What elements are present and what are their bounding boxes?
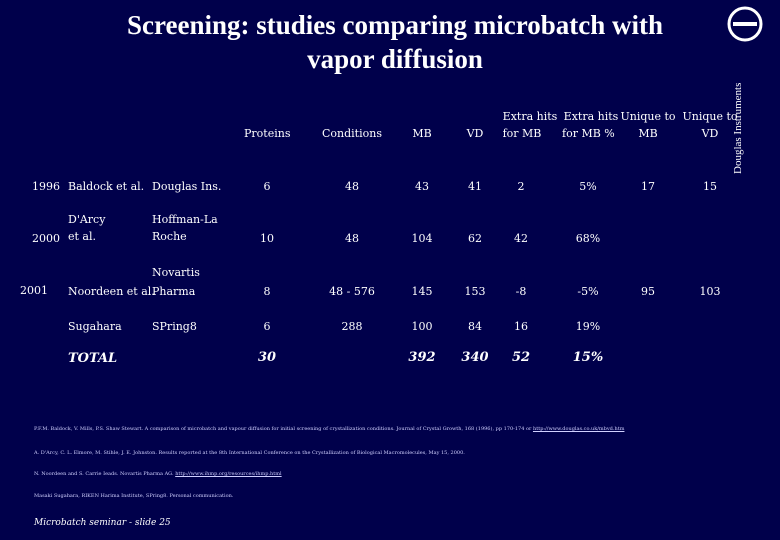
header-extra-mb-1: Extra hits	[502, 110, 558, 123]
row2-pct: 68%	[575, 232, 601, 245]
row2-conditions: 48	[345, 232, 359, 245]
header-unique-mb-2: MB	[638, 127, 658, 140]
reference-1-text: P.F.M. Baldock, V. Mills, P.S. Shaw Stew…	[34, 426, 532, 432]
row3-year: 2001	[20, 284, 48, 297]
header-unique-vd-1: Unique to	[682, 110, 738, 123]
slide-title: Screening: studies comparing microbatch …	[60, 8, 730, 76]
row4-source: SPring8	[152, 320, 197, 333]
row2-proteins: 10	[260, 232, 274, 245]
row3-proteins: 8	[263, 285, 271, 298]
row2-author-1: D'Arcy	[68, 213, 106, 226]
header-conditions: Conditions	[322, 127, 382, 140]
row1-conditions: 48	[345, 180, 359, 193]
slide-footer: Microbatch seminar - slide 25	[34, 518, 171, 528]
row3-vd: 153	[464, 285, 486, 298]
row3-mb: 145	[411, 285, 433, 298]
total-label: TOTAL	[68, 351, 118, 366]
header-mb: MB	[412, 127, 432, 140]
reference-2: A. D'Arcy, C. L. Elmore, M. Stihle, J. E…	[34, 450, 465, 456]
row1-extra: 2	[517, 180, 525, 193]
row4-proteins: 6	[263, 320, 271, 333]
row1-unique-mb: 17	[641, 180, 655, 193]
row4-vd: 84	[468, 320, 482, 333]
reference-3-link[interactable]: http://www.ihmp.org/resources/ihmp.html	[175, 471, 282, 477]
row1-vd: 41	[468, 180, 482, 193]
row2-author-2: et al.	[68, 230, 96, 243]
row3-source-1: Novartis	[152, 266, 200, 279]
total-vd: 340	[461, 350, 489, 365]
row1-author: Baldock et al.	[68, 180, 145, 193]
total-pct: 15%	[572, 350, 604, 365]
row4-pct: 19%	[575, 320, 601, 333]
total-proteins: 30	[257, 350, 277, 365]
row1-source: Douglas Ins.	[152, 180, 222, 193]
total-mb: 392	[408, 350, 436, 365]
row3-unique-vd: 103	[699, 285, 721, 298]
header-extra-mb-2: for MB	[502, 127, 542, 140]
logo-circle-icon	[727, 6, 763, 42]
title-line-2: vapor diffusion	[307, 44, 483, 74]
header-proteins: Proteins	[244, 127, 291, 140]
header-unique-mb-1: Unique to	[620, 110, 676, 123]
douglas-logo: Douglas Instruments	[722, 6, 774, 174]
row2-mb: 104	[411, 232, 433, 245]
row1-pct: 5%	[579, 180, 597, 193]
row1-unique-vd: 15	[703, 180, 717, 193]
header-extra-pct-2: for MB %	[562, 127, 615, 140]
header-vd: VD	[466, 127, 484, 140]
row3-extra: -8	[515, 285, 527, 298]
row2-vd: 62	[468, 232, 482, 245]
reference-4: Masaki Sugahara, RIKEN Harima Institute,…	[34, 493, 234, 499]
row3-conditions: 48 - 576	[329, 285, 375, 298]
row2-extra: 42	[514, 232, 528, 245]
reference-3: N. Noordeen and S. Carrie Ieads. Novarti…	[34, 471, 282, 477]
row4-extra: 16	[514, 320, 528, 333]
row1-proteins: 6	[263, 180, 271, 193]
header-extra-pct-1: Extra hits	[563, 110, 619, 123]
row3-source-2: Pharma	[152, 285, 196, 298]
reference-3-text: N. Noordeen and S. Carrie Ieads. Novarti…	[34, 471, 174, 477]
row2-source-1: Hoffman-La	[152, 213, 218, 226]
row4-mb: 100	[411, 320, 433, 333]
row4-conditions: 288	[341, 320, 363, 333]
reference-1: P.F.M. Baldock, V. Mills, P.S. Shaw Stew…	[34, 426, 624, 432]
row2-source-2: Roche	[152, 230, 187, 243]
reference-1-link[interactable]: http://www.douglas.co.uk/mbvd.htm	[532, 426, 625, 432]
row3-unique-mb: 95	[641, 285, 655, 298]
row3-author: Noordeen et al.	[68, 285, 155, 298]
row1-year: 1996	[32, 180, 60, 193]
header-unique-vd-2: VD	[701, 127, 719, 140]
row2-year: 2000	[32, 232, 60, 245]
row4-author: Sugahara	[68, 320, 122, 333]
row3-pct: -5%	[577, 285, 599, 298]
row1-mb: 43	[415, 180, 429, 193]
title-line-1: Screening: studies comparing microbatch …	[127, 10, 663, 40]
total-extra: 52	[511, 350, 531, 365]
